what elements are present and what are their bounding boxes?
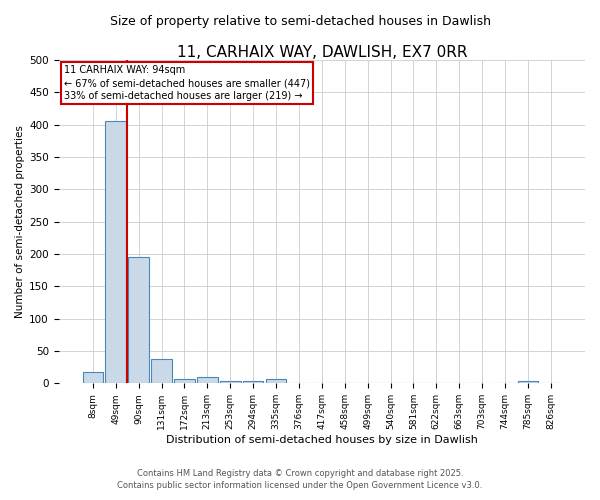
Text: Size of property relative to semi-detached houses in Dawlish: Size of property relative to semi-detach… xyxy=(110,14,491,28)
Bar xyxy=(83,372,103,384)
Bar xyxy=(243,381,263,384)
Bar xyxy=(151,360,172,384)
Bar xyxy=(220,382,241,384)
Text: 11 CARHAIX WAY: 94sqm
← 67% of semi-detached houses are smaller (447)
33% of sem: 11 CARHAIX WAY: 94sqm ← 67% of semi-deta… xyxy=(64,65,310,102)
Y-axis label: Number of semi-detached properties: Number of semi-detached properties xyxy=(15,125,25,318)
Bar xyxy=(266,380,286,384)
Text: Contains HM Land Registry data © Crown copyright and database right 2025.
Contai: Contains HM Land Registry data © Crown c… xyxy=(118,469,482,490)
Bar xyxy=(197,377,218,384)
X-axis label: Distribution of semi-detached houses by size in Dawlish: Distribution of semi-detached houses by … xyxy=(166,435,478,445)
Title: 11, CARHAIX WAY, DAWLISH, EX7 0RR: 11, CARHAIX WAY, DAWLISH, EX7 0RR xyxy=(176,45,467,60)
Bar xyxy=(106,122,126,384)
Bar xyxy=(174,379,195,384)
Bar xyxy=(518,381,538,384)
Bar xyxy=(128,257,149,384)
